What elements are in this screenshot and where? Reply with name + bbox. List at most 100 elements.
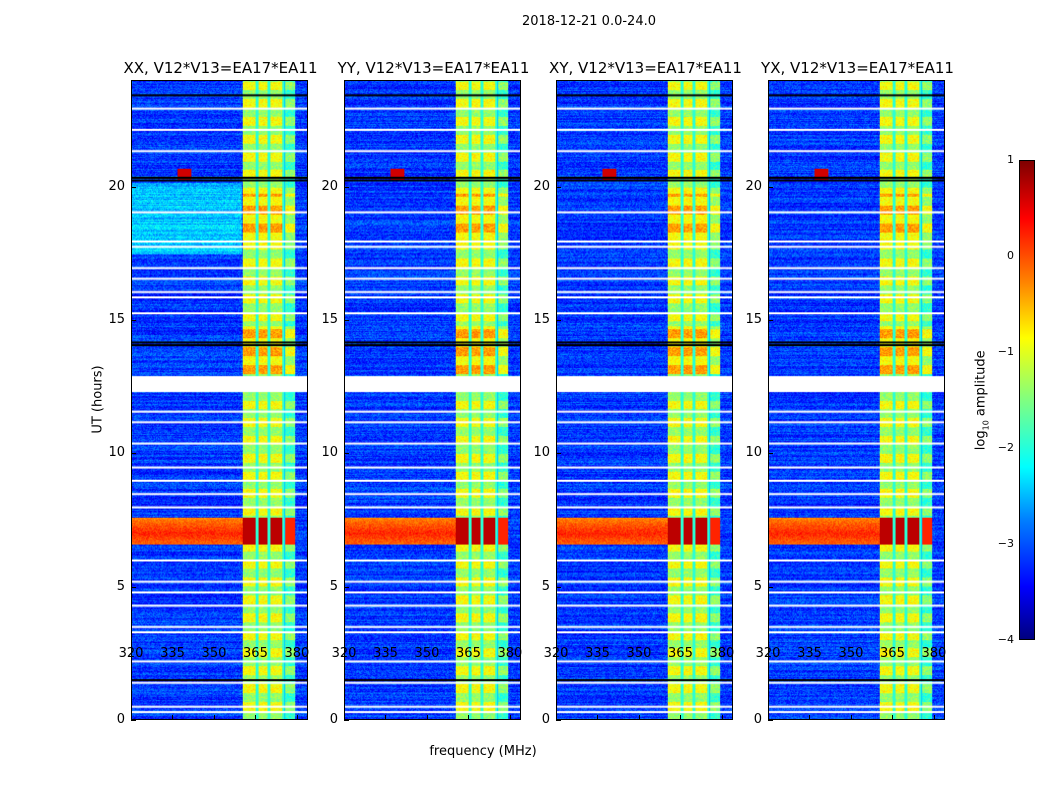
x-tick-mark: [213, 715, 215, 720]
colorbar-tick: −2: [997, 441, 1014, 454]
x-tick-mark: [131, 715, 132, 720]
x-tick-mark: [768, 715, 769, 720]
y-tick-label: 5: [541, 578, 550, 594]
colorbar-label: log10 amplitude: [973, 350, 991, 451]
x-tick-label: 350: [201, 646, 227, 661]
x-tick-label: 350: [838, 646, 864, 661]
panel-title: XY, V12*V13=EA17*EA11: [549, 59, 742, 77]
y-tick-label: 15: [533, 312, 550, 327]
x-tick-mark: [892, 715, 894, 720]
x-tick-mark: [933, 715, 935, 720]
panel-yy: YY, V12*V13=EA17*EA11: [338, 59, 529, 720]
x-tick-mark: [809, 715, 811, 720]
y-tick-label: 5: [116, 578, 125, 594]
x-tick-mark: [172, 715, 174, 720]
x-tick-mark: [556, 715, 557, 720]
y-tick-mark: [556, 320, 561, 321]
y-tick-label: 10: [745, 445, 762, 461]
heatmap-xy: [557, 81, 732, 719]
colorbar-tick: −1: [997, 345, 1014, 358]
x-tick-label: 335: [373, 646, 398, 661]
x-tick-mark: [597, 715, 599, 720]
y-tick-mark: [344, 186, 349, 188]
y-tick-mark: [344, 453, 349, 455]
x-tick-label: 335: [160, 646, 185, 661]
x-tick-label: 350: [626, 646, 652, 661]
y-tick-mark: [131, 720, 136, 721]
x-tick-mark: [426, 715, 428, 720]
x-tick-label: 365: [668, 646, 693, 661]
x-tick-mark: [344, 715, 345, 720]
y-tick-mark: [344, 586, 349, 588]
y-tick-label: 10: [108, 445, 125, 461]
y-tick-mark: [768, 720, 773, 721]
y-tick-mark: [131, 453, 136, 455]
y-tick-label: 20: [745, 178, 762, 194]
panel-title: YX, V12*V13=EA17*EA11: [761, 59, 954, 77]
heatmap-yx: [769, 81, 944, 719]
panel-title: XX, V12*V13=EA17*EA11: [123, 59, 318, 77]
y-tick-mark: [344, 320, 349, 321]
colorbar-tick: 0: [1007, 249, 1014, 262]
y-tick-mark: [556, 186, 561, 188]
x-tick-label: 380: [921, 646, 947, 661]
heatmap-yy: [345, 81, 520, 719]
x-tick-label: 335: [585, 646, 610, 661]
y-tick-mark: [344, 720, 349, 721]
y-tick-mark: [131, 186, 136, 188]
x-tick-label: 365: [880, 646, 905, 661]
x-tick-label: 365: [243, 646, 268, 661]
y-tick-label: 0: [541, 712, 550, 727]
x-tick-label: 380: [497, 646, 523, 661]
x-tick-mark: [850, 715, 852, 720]
y-tick-label: 20: [108, 178, 125, 194]
colorbar-tick: −3: [997, 537, 1014, 550]
x-tick-label: 320: [543, 646, 569, 661]
panel-xx: XX, V12*V13=EA17*EA11: [123, 59, 318, 720]
y-tick-label: 15: [321, 312, 338, 327]
x-tick-mark: [468, 715, 470, 720]
y-tick-mark: [768, 320, 773, 321]
y-tick-label: 10: [533, 445, 550, 461]
x-tick-label: 320: [331, 646, 357, 661]
x-tick-mark: [296, 715, 298, 720]
y-tick-mark: [556, 453, 561, 455]
colorbar-tick: 1: [1007, 153, 1014, 166]
panel-yx: YX, V12*V13=EA17*EA11: [761, 59, 954, 720]
y-tick-label: 15: [108, 312, 125, 327]
y-tick-mark: [768, 586, 773, 588]
heatmap-xx: [132, 81, 307, 719]
x-tick-label: 320: [118, 646, 144, 661]
y-tick-label: 5: [753, 578, 762, 594]
y-tick-label: 0: [329, 712, 338, 727]
x-tick-mark: [385, 715, 387, 720]
y-tick-label: 20: [321, 178, 338, 194]
x-axis-label: frequency (MHz): [429, 744, 537, 759]
y-tick-mark: [768, 453, 773, 455]
x-tick-label: 365: [456, 646, 481, 661]
x-tick-mark: [680, 715, 682, 720]
colorbar: [1019, 160, 1035, 640]
x-tick-mark: [509, 715, 511, 720]
x-tick-label: 350: [414, 646, 440, 661]
y-tick-mark: [556, 586, 561, 588]
y-tick-label: 0: [116, 712, 125, 727]
y-tick-label: 15: [745, 312, 762, 327]
y-axis-label: UT (hours): [90, 365, 106, 434]
x-tick-mark: [638, 715, 640, 720]
x-tick-label: 380: [709, 646, 735, 661]
y-tick-label: 20: [533, 178, 550, 194]
y-tick-mark: [556, 720, 561, 721]
y-tick-mark: [131, 320, 136, 321]
x-tick-label: 335: [797, 646, 822, 661]
x-tick-mark: [721, 715, 723, 720]
x-tick-mark: [255, 715, 257, 720]
y-tick-mark: [768, 186, 773, 188]
y-tick-label: 0: [753, 712, 762, 727]
figure-title: 2018-12-21 0.0-24.0: [522, 14, 656, 29]
y-tick-label: 10: [321, 445, 338, 461]
y-tick-label: 5: [329, 578, 338, 594]
x-tick-label: 380: [284, 646, 310, 661]
y-tick-mark: [131, 586, 136, 588]
